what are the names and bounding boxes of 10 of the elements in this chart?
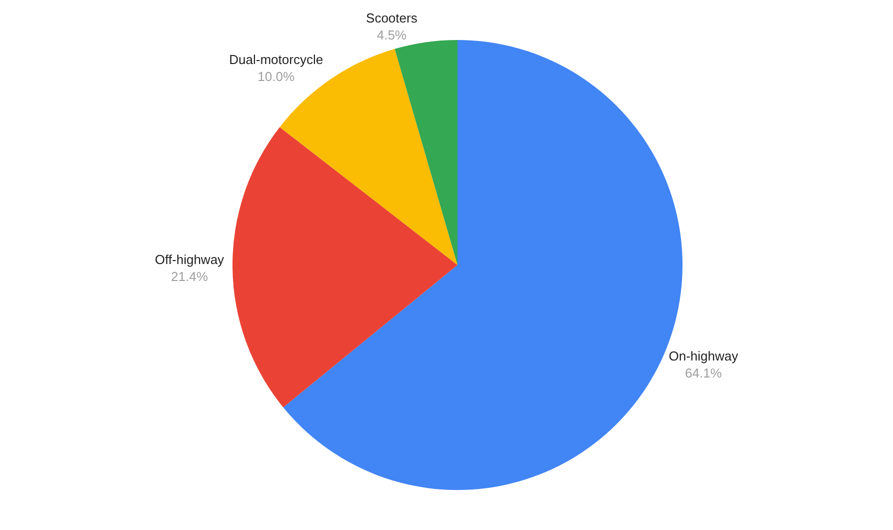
data-label: 10.0%	[258, 68, 295, 84]
pie-slice	[394, 40, 458, 265]
slice-label: Scooters	[366, 10, 418, 26]
slice-label: On-highway	[668, 348, 739, 364]
pie-slice	[232, 127, 458, 408]
slice-label: Off-highway	[154, 252, 225, 267]
data-label: 64.1%	[685, 365, 722, 380]
data-label: 4.5%	[376, 28, 407, 43]
data-label: 21.4%	[171, 268, 208, 284]
slice-label: Dual-motorcycle	[229, 52, 324, 68]
